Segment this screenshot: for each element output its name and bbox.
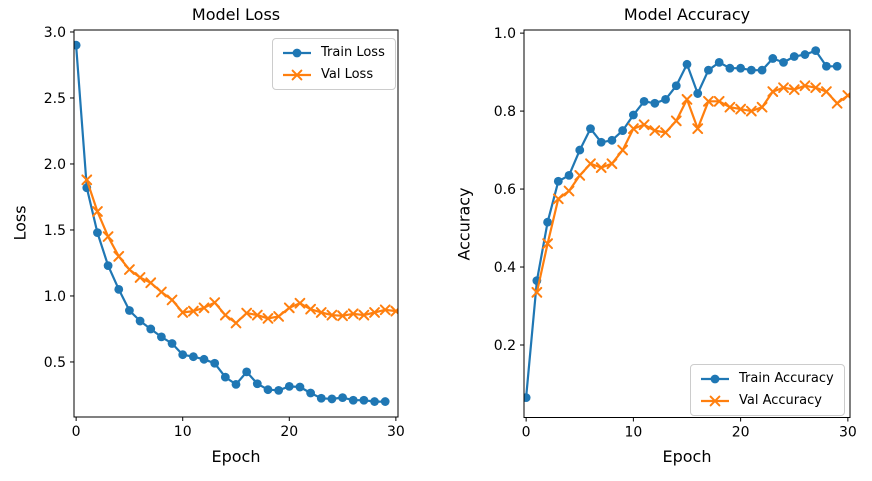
svg-text:1.0: 1.0: [494, 26, 516, 42]
accuracy-spines: [523, 29, 851, 418]
accuracy-axis-ticks: 0 10 20 30 0.2 0.4 0.6 0.8 1.0: [494, 26, 857, 440]
accuracy-chart-title: Model Accuracy: [623, 5, 751, 24]
svg-text:0: 0: [522, 425, 531, 441]
svg-text:20: 20: [280, 424, 298, 440]
accuracy-plot: 0 10 20 30 0.2 0.4 0.6 0.8 1.0: [494, 26, 857, 440]
train-loss-series: [74, 40, 390, 406]
val-accuracy-series: [531, 80, 850, 298]
svg-text:0.5: 0.5: [44, 355, 66, 371]
loss-spines: [73, 29, 399, 418]
accuracy-yaxis-label: Accuracy: [454, 187, 474, 261]
legend-item-train-accuracy: Train Accuracy: [699, 369, 834, 389]
svg-text:10: 10: [624, 425, 642, 441]
train-accuracy-legend-marker-icon: [701, 374, 729, 384]
svg-text:2.0: 2.0: [44, 157, 66, 173]
accuracy-xaxis-label: Epoch: [662, 447, 712, 466]
train-accuracy-series: [524, 46, 842, 403]
svg-text:0: 0: [72, 424, 81, 440]
loss-axis-ticks: 0 10 20 30 0.5 1.0 1.5 2.0 2.5 3.0: [44, 25, 405, 440]
legend-label-val-accuracy: Val Accuracy: [739, 393, 822, 408]
train-loss-legend-marker-icon: [283, 48, 311, 58]
svg-text:2.5: 2.5: [44, 91, 66, 107]
legend-label-train-accuracy: Train Accuracy: [739, 371, 834, 386]
legend-item-val-loss: Val Loss: [281, 65, 385, 85]
legend-label-val-loss: Val Loss: [321, 67, 374, 82]
legend-label-train-loss: Train Loss: [321, 45, 385, 60]
svg-text:30: 30: [387, 424, 405, 440]
accuracy-legend: Train Accuracy Val Accuracy: [690, 364, 845, 416]
svg-text:10: 10: [174, 424, 192, 440]
val-accuracy-legend-marker-icon: [701, 395, 729, 407]
svg-text:0.2: 0.2: [494, 338, 516, 354]
svg-text:20: 20: [732, 425, 750, 441]
legend-item-train-loss: Train Loss: [281, 43, 385, 63]
loss-chart-title: Model Loss: [191, 5, 281, 24]
loss-plot: 0 10 20 30 0.5 1.0 1.5 2.0 2.5 3.0: [44, 25, 405, 440]
loss-yaxis-label: Loss: [10, 205, 30, 241]
svg-text:3.0: 3.0: [44, 25, 66, 41]
loss-legend: Train Loss Val Loss: [272, 38, 396, 90]
svg-text:1.5: 1.5: [44, 223, 66, 239]
val-loss-series: [81, 174, 398, 329]
val-loss-legend-marker-icon: [283, 69, 311, 81]
svg-text:0.6: 0.6: [494, 182, 516, 198]
svg-text:1.0: 1.0: [44, 289, 66, 305]
legend-item-val-accuracy: Val Accuracy: [699, 391, 834, 411]
svg-text:30: 30: [839, 425, 857, 441]
loss-xaxis-label: Epoch: [211, 447, 261, 466]
svg-text:0.4: 0.4: [494, 260, 516, 276]
svg-text:0.8: 0.8: [494, 104, 516, 120]
